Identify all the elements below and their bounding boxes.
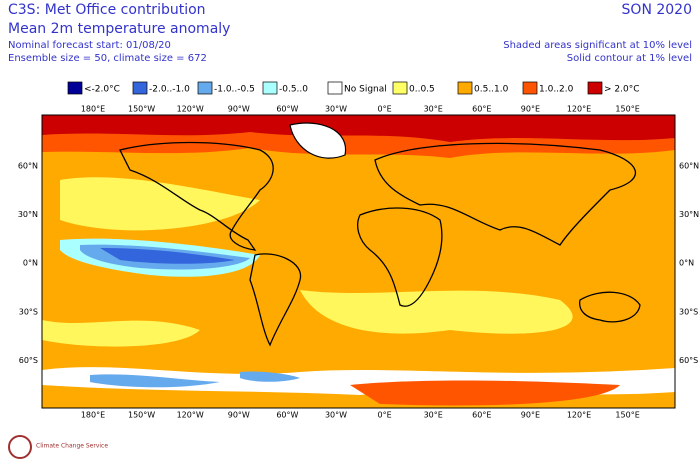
lon-label-bottom: 60°W: [276, 411, 298, 420]
header-left-line: Nominal forecast start: 01/08/20: [8, 40, 171, 51]
lon-label-top: 60°E: [472, 105, 491, 114]
header-left-line: Mean 2m temperature anomaly: [8, 21, 230, 37]
logo: Climate Change Service: [8, 435, 108, 459]
legend-label: > 2.0°C: [604, 85, 640, 95]
weak-warm-patches: [42, 177, 573, 347]
lon-label-bottom: 180°E: [81, 411, 105, 420]
lon-label-bottom: 120°E: [567, 411, 591, 420]
lat-label-right: 30°N: [679, 210, 699, 219]
lat-label-left: 30°S: [19, 307, 38, 316]
coastlines: [119, 141, 641, 347]
arctic-core: [42, 115, 675, 142]
legend-swatch: [327, 81, 343, 95]
lon-label-bottom: 0°E: [378, 411, 392, 420]
lat-label-right: 60°N: [679, 162, 699, 171]
lon-label-bottom: 120°W: [177, 411, 204, 420]
header-left-line: Ensemble size = 50, climate size = 672: [8, 53, 207, 64]
pacific-cool-core: [100, 248, 235, 264]
lon-label-top: 120°W: [177, 105, 204, 114]
lon-label-top: 180°E: [81, 105, 105, 114]
lon-label-bottom: 60°E: [472, 411, 491, 420]
legend-label: -1.0..-0.5: [214, 85, 255, 95]
legend-swatch: [587, 81, 603, 95]
lon-label-top: 150°W: [128, 105, 155, 114]
legend-label: No Signal: [344, 85, 387, 95]
lat-label-left: 60°N: [18, 162, 38, 171]
header-right-line: Shaded areas significant at 10% level: [503, 40, 692, 51]
legend-swatch: [457, 81, 473, 95]
header: C3S: Met Office contribution Mean 2m temp…: [8, 2, 692, 64]
lon-label-bottom: 30°E: [424, 411, 443, 420]
antarctic-warm: [350, 380, 620, 406]
legend-label: 1.0..2.0: [539, 85, 574, 95]
legend-label: -0.5..0: [279, 85, 308, 95]
legend-swatch: [132, 81, 148, 95]
legend: <-2.0°C -2.0..-1.0 -1.0..-0.5 -0.5..0 No Sig…: [67, 81, 640, 95]
lon-label-bottom: 90°E: [521, 411, 540, 420]
lon-label-top: 90°W: [228, 105, 250, 114]
lat-label-right: 30°S: [679, 307, 698, 316]
header-right-line: Solid contour at 1% level: [567, 53, 692, 64]
lon-label-top: 30°E: [424, 105, 443, 114]
lat-label-right: 60°S: [679, 356, 698, 365]
southern-cool: [90, 371, 300, 388]
lon-label-top: 120°E: [567, 105, 591, 114]
map: [42, 115, 675, 408]
legend-label: 0..0.5: [409, 85, 435, 95]
legend-swatch: [197, 81, 213, 95]
legend-swatch: [392, 81, 408, 95]
legend-label: -2.0..-1.0: [149, 85, 190, 95]
lat-label-left: 60°S: [19, 356, 38, 365]
legend-label: 0.5..1.0: [474, 85, 509, 95]
greenland: [289, 122, 347, 159]
lon-label-top: 60°W: [276, 105, 298, 114]
lon-label-bottom: 30°W: [325, 411, 347, 420]
lon-label-top: 30°W: [325, 105, 347, 114]
legend-swatch: [67, 81, 83, 95]
lat-label-left: 0°N: [23, 259, 38, 268]
lon-label-bottom: 90°W: [228, 411, 250, 420]
header-left-line: C3S: Met Office contribution: [8, 2, 206, 18]
lon-label-top: 90°E: [521, 105, 540, 114]
lon-label-bottom: 150°E: [615, 411, 639, 420]
header-right-line: SON 2020: [622, 2, 692, 18]
logo-icon: [8, 435, 32, 459]
lat-label-left: 30°N: [18, 210, 38, 219]
lon-label-top: 150°E: [615, 105, 639, 114]
axes: 180°E 180°E 150°W 150°W 120°W 120°W 90°W 90°W 60…: [18, 105, 699, 420]
logo-text: Climate Change Service: [36, 443, 108, 450]
lon-label-top: 0°E: [378, 105, 392, 114]
legend-swatch: [522, 81, 538, 95]
lat-label-right: 0°N: [679, 259, 694, 268]
legend-label: <-2.0°C: [84, 85, 120, 95]
map-frame: [41, 114, 676, 409]
lon-label-bottom: 150°W: [128, 411, 155, 420]
legend-swatch: [262, 81, 278, 95]
